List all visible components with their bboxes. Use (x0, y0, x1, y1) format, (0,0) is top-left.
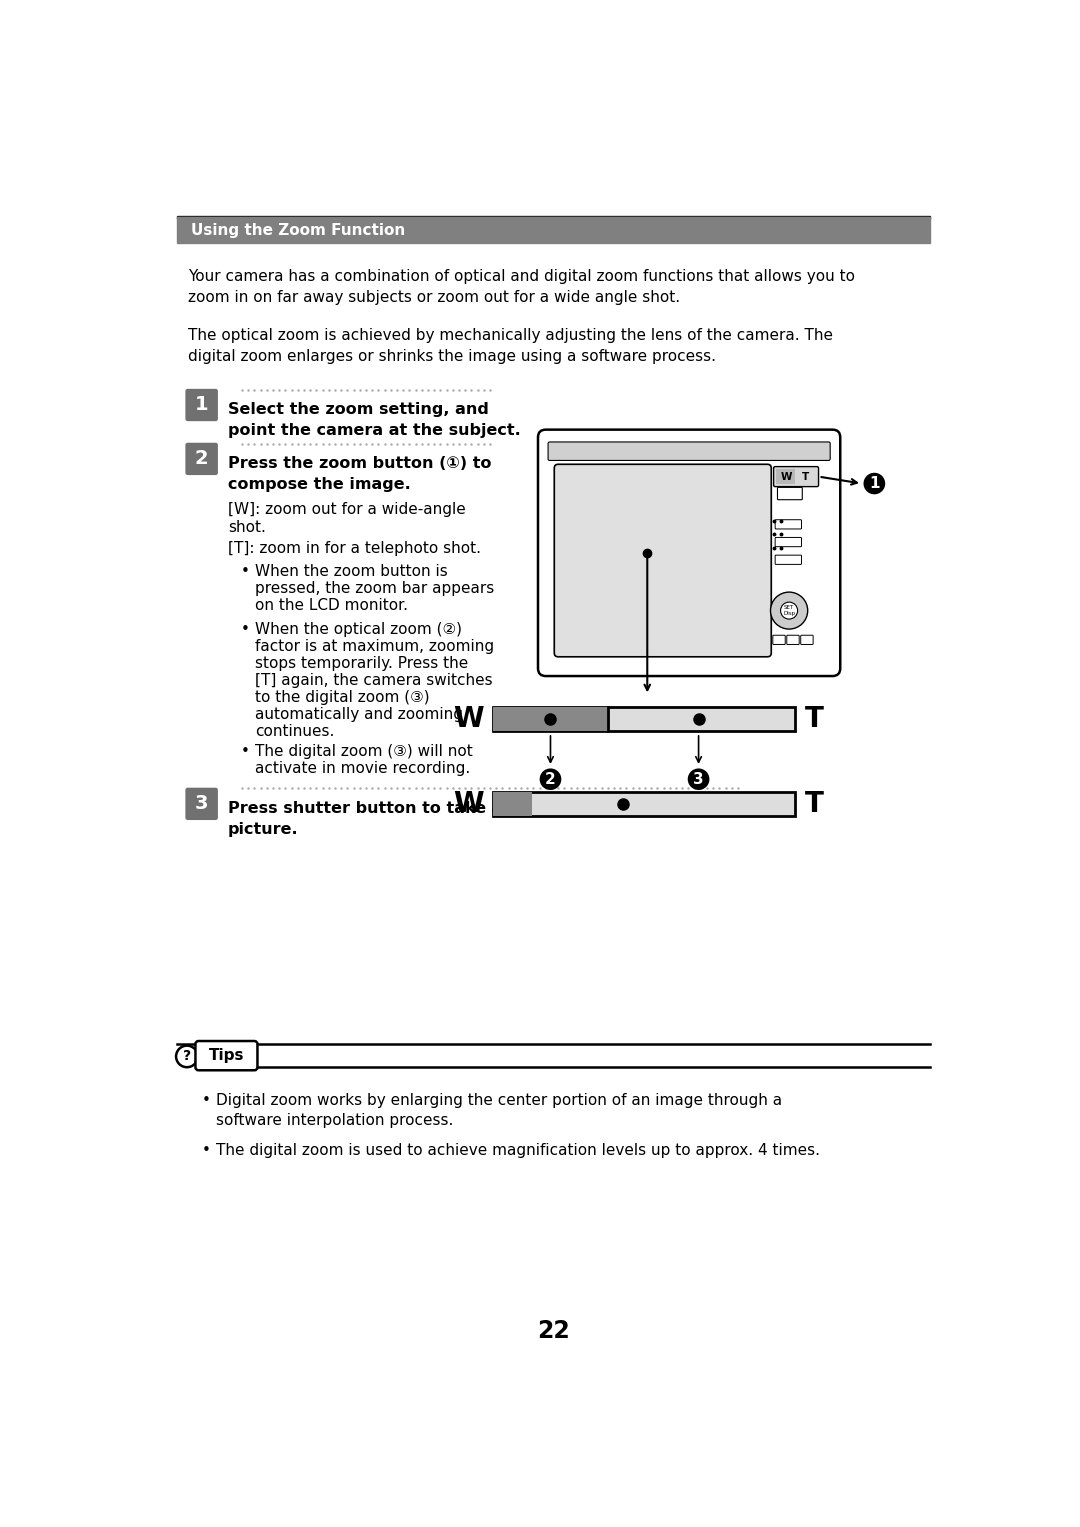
Text: Your camera has a combination of optical and digital zoom functions that allows : Your camera has a combination of optical… (188, 269, 854, 284)
FancyBboxPatch shape (186, 443, 218, 475)
Text: Tips: Tips (208, 1048, 244, 1063)
Text: Press shutter button to take a: Press shutter button to take a (228, 800, 502, 815)
FancyBboxPatch shape (195, 1041, 257, 1070)
Text: zoom in on far away subjects or zoom out for a wide angle shot.: zoom in on far away subjects or zoom out… (188, 290, 679, 305)
FancyBboxPatch shape (548, 441, 831, 461)
Text: 2: 2 (194, 449, 208, 469)
Text: Press the zoom button (①) to: Press the zoom button (①) to (228, 457, 491, 470)
Text: T: T (802, 472, 809, 481)
FancyBboxPatch shape (775, 519, 801, 528)
FancyBboxPatch shape (186, 389, 218, 421)
Bar (177, 217, 930, 218)
Text: stops temporarily. Press the: stops temporarily. Press the (255, 657, 469, 670)
Circle shape (781, 602, 798, 618)
Circle shape (176, 1046, 198, 1067)
Bar (177, 217, 930, 243)
Text: pressed, the zoom bar appears: pressed, the zoom bar appears (255, 580, 495, 596)
Text: 2: 2 (545, 771, 556, 786)
Text: shot.: shot. (228, 519, 266, 534)
Text: The digital zoom (③) will not: The digital zoom (③) will not (255, 744, 473, 759)
FancyBboxPatch shape (786, 635, 799, 644)
Text: When the optical zoom (②): When the optical zoom (②) (255, 621, 462, 637)
Text: compose the image.: compose the image. (228, 476, 410, 492)
Text: •: • (241, 621, 251, 637)
Bar (494, 791, 532, 815)
FancyBboxPatch shape (773, 467, 819, 487)
Text: [T]: zoom in for a telephoto shot.: [T]: zoom in for a telephoto shot. (228, 541, 481, 556)
FancyBboxPatch shape (775, 538, 801, 547)
Text: automatically and zooming: automatically and zooming (255, 707, 463, 722)
Text: Select the zoom setting, and: Select the zoom setting, and (228, 402, 489, 417)
Text: T: T (805, 789, 823, 818)
Text: SET
Disp: SET Disp (783, 605, 795, 615)
Text: [W]: zoom out for a wide-angle: [W]: zoom out for a wide-angle (228, 502, 465, 518)
Text: T: T (805, 705, 823, 733)
Text: factor is at maximum, zooming: factor is at maximum, zooming (255, 640, 495, 654)
Text: Digital zoom works by enlarging the center portion of an image through a: Digital zoom works by enlarging the cent… (216, 1093, 782, 1109)
Text: 3: 3 (194, 794, 208, 814)
Text: ?: ? (183, 1049, 191, 1063)
Bar (775, 469, 795, 484)
Text: Using the Zoom Function: Using the Zoom Function (191, 223, 405, 238)
Text: •: • (202, 1142, 211, 1157)
Circle shape (688, 768, 710, 789)
Text: point the camera at the subject.: point the camera at the subject. (228, 423, 521, 438)
Text: digital zoom enlarges or shrinks the image using a software process.: digital zoom enlarges or shrinks the ima… (188, 348, 716, 363)
Text: 1: 1 (194, 395, 208, 414)
FancyBboxPatch shape (186, 788, 218, 820)
Bar (494, 791, 795, 815)
Text: 1: 1 (869, 476, 879, 492)
Text: 3: 3 (693, 771, 704, 786)
Text: W: W (454, 705, 484, 733)
Text: W: W (454, 789, 484, 818)
Text: software interpolation process.: software interpolation process. (216, 1113, 453, 1127)
FancyBboxPatch shape (800, 635, 813, 644)
Bar (494, 707, 795, 731)
FancyBboxPatch shape (775, 556, 801, 565)
Text: continues.: continues. (255, 724, 335, 739)
Text: W: W (781, 472, 793, 481)
FancyBboxPatch shape (554, 464, 771, 657)
Text: •: • (241, 744, 251, 759)
Text: When the zoom button is: When the zoom button is (255, 563, 448, 579)
Text: •: • (241, 563, 251, 579)
FancyBboxPatch shape (773, 635, 785, 644)
Text: 22: 22 (537, 1318, 570, 1342)
Circle shape (770, 592, 808, 629)
Circle shape (540, 768, 562, 789)
Text: •: • (202, 1093, 211, 1109)
FancyBboxPatch shape (778, 487, 802, 499)
Text: to the digital zoom (③): to the digital zoom (③) (255, 690, 430, 705)
Bar (494, 707, 608, 731)
Text: The digital zoom is used to achieve magnification levels up to approx. 4 times.: The digital zoom is used to achieve magn… (216, 1142, 820, 1157)
Text: picture.: picture. (228, 822, 299, 837)
Circle shape (864, 473, 886, 495)
Text: The optical zoom is achieved by mechanically adjusting the lens of the camera. T: The optical zoom is achieved by mechanic… (188, 328, 833, 344)
Text: on the LCD monitor.: on the LCD monitor. (255, 597, 408, 612)
Text: [T] again, the camera switches: [T] again, the camera switches (255, 673, 492, 689)
Text: activate in movie recording.: activate in movie recording. (255, 760, 471, 776)
FancyBboxPatch shape (538, 429, 840, 676)
